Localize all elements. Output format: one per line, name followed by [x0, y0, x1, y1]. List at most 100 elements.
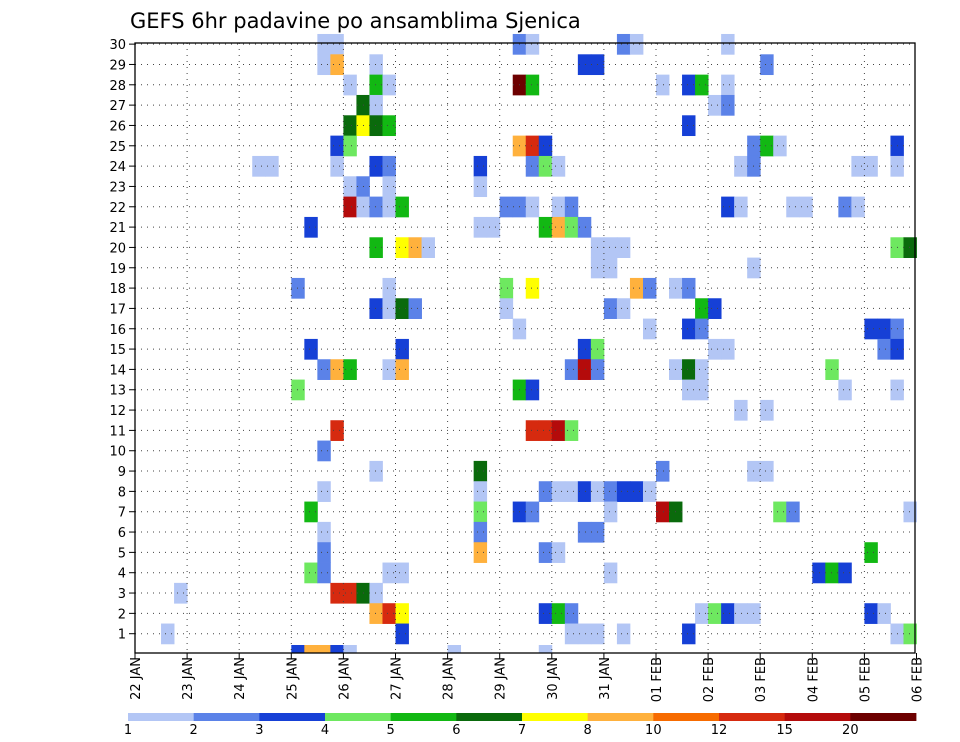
heatmap-cell	[682, 379, 696, 401]
heatmap-cell	[629, 481, 644, 502]
legend-swatch	[522, 713, 589, 721]
y-tick-label: 1	[118, 628, 126, 643]
heatmap-cell	[304, 501, 318, 523]
heatmap-cell	[642, 277, 657, 299]
heatmap-cell	[695, 298, 709, 319]
heatmap-cell	[656, 460, 670, 482]
x-tick-label: 27 JAN	[390, 657, 405, 700]
heatmap-cell	[760, 54, 774, 76]
heatmap-cell	[734, 603, 748, 624]
heatmap-cell	[525, 155, 540, 177]
heatmap-cell	[304, 216, 318, 238]
x-tick-label: 26 JAN	[337, 657, 352, 700]
heatmap-cell	[564, 603, 579, 624]
heatmap-cell	[799, 196, 813, 218]
heatmap-cell	[291, 277, 305, 299]
heatmap-cell	[616, 623, 631, 645]
heatmap-cell	[773, 135, 787, 157]
heatmap-cell	[734, 399, 748, 421]
heatmap-cell	[721, 33, 735, 55]
heatmap-cell	[382, 196, 396, 218]
heatmap-cell	[343, 359, 357, 380]
heatmap-cell	[317, 645, 331, 654]
y-tick-label: 20	[109, 241, 126, 256]
heatmap-cell	[473, 501, 488, 523]
legend-label: 12	[711, 723, 728, 738]
x-axis-ticks: 22 JAN 23 JAN 24 JAN 25 JAN 26 JAN 27 JAN 28 J…	[129, 653, 926, 702]
heatmap-cell	[382, 176, 396, 198]
heatmap-cell	[577, 54, 592, 76]
plot-frame	[134, 42, 916, 654]
heatmap-cell	[877, 338, 891, 360]
heatmap-cell	[642, 481, 657, 502]
heatmap-cell	[838, 196, 852, 218]
heatmap-cell	[603, 501, 618, 523]
heatmap-cell	[473, 176, 488, 198]
heatmap-cell	[577, 216, 592, 238]
heatmap-cell	[447, 645, 462, 654]
y-tick-label: 26	[109, 119, 126, 134]
heatmap-cell	[695, 379, 709, 401]
legend-swatch	[390, 713, 457, 721]
x-tick-label: 30 JAN	[546, 657, 561, 700]
heatmap-cell	[161, 623, 175, 645]
heatmap-cell	[291, 645, 305, 654]
heatmap-cell	[682, 277, 696, 299]
heatmap-cell	[695, 318, 709, 340]
y-axis-ticks: 1234567891011121314151617181920212223242…	[109, 38, 135, 643]
y-tick-label: 12	[109, 404, 126, 419]
heatmap-cell	[773, 501, 787, 523]
heatmap-cell	[877, 603, 891, 624]
heatmap-cell	[903, 237, 917, 258]
legend-swatch	[128, 713, 195, 721]
heatmap-cell	[382, 298, 396, 319]
legend-label: 15	[776, 723, 793, 738]
heatmap-cell	[395, 603, 409, 624]
heatmap-cell	[330, 420, 344, 441]
heatmap-cell	[369, 603, 383, 624]
heatmap-cell	[786, 196, 800, 218]
heatmap-cell	[382, 115, 396, 137]
y-tick-label: 5	[118, 546, 126, 561]
y-tick-label: 29	[109, 58, 126, 73]
y-tick-label: 28	[109, 79, 126, 94]
x-tick-label: 03 FEB	[754, 657, 769, 702]
y-tick-label: 14	[109, 363, 126, 378]
heatmap-cell	[551, 155, 566, 177]
y-tick-label: 27	[109, 99, 126, 114]
heatmap-cell	[343, 115, 357, 137]
y-tick-label: 15	[109, 343, 126, 358]
heatmap-cell	[473, 542, 488, 563]
heatmap-cell	[903, 501, 917, 523]
heatmap-cell	[721, 338, 735, 360]
heatmap-cell	[265, 155, 279, 177]
x-tick-label: 31 JAN	[598, 657, 613, 700]
heatmap-cell	[864, 318, 878, 340]
legend-swatch	[850, 713, 917, 721]
heatmap-cell	[304, 645, 318, 654]
legend-swatch	[456, 713, 523, 721]
heatmap-cell	[564, 216, 579, 238]
heatmap-cell	[603, 562, 618, 584]
heatmap-cell	[695, 74, 709, 96]
heatmap-cell	[499, 196, 514, 218]
heatmap-cell	[369, 582, 383, 604]
heatmap-cell	[760, 399, 774, 421]
heatmap-cell	[616, 298, 631, 319]
heatmap-cell	[369, 237, 383, 258]
heatmap-cell	[538, 135, 553, 157]
y-tick-label: 6	[118, 526, 126, 541]
heatmap-cell	[551, 216, 566, 238]
heatmap-cell	[330, 54, 344, 76]
y-tick-label: 11	[109, 424, 126, 439]
heatmap-cell	[382, 277, 396, 299]
heatmap-cell	[343, 645, 357, 654]
heatmap-cell	[903, 623, 917, 645]
heatmap-cell	[603, 237, 618, 258]
heatmap-cell	[395, 338, 409, 360]
legend-swatch	[587, 713, 654, 721]
heatmap-cell	[369, 54, 383, 76]
heatmap-cell	[682, 623, 696, 645]
heatmap-cell	[343, 176, 357, 198]
y-tick-label: 24	[109, 160, 126, 175]
